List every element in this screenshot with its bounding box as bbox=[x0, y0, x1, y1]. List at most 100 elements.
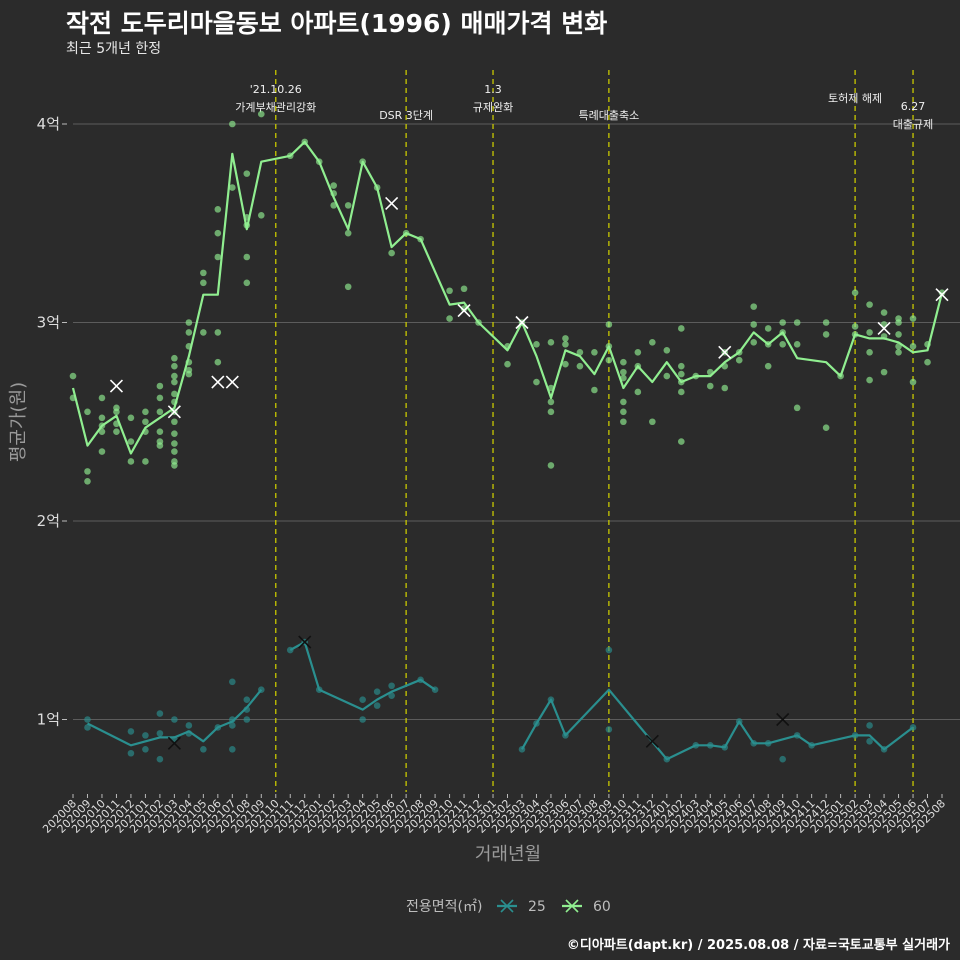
data-point-25 bbox=[866, 738, 873, 745]
data-point-60 bbox=[200, 269, 207, 277]
data-point-60 bbox=[822, 424, 830, 432]
data-point-60 bbox=[84, 408, 91, 416]
data-point-60 bbox=[750, 339, 758, 346]
data-point-60 bbox=[547, 398, 555, 406]
data-point-60 bbox=[909, 378, 917, 386]
event-label: 6.27 bbox=[901, 100, 926, 113]
cross-marker-60 bbox=[385, 196, 399, 210]
data-point-25 bbox=[388, 692, 395, 699]
y-tick-label: 1억 bbox=[37, 711, 60, 729]
data-point-60 bbox=[678, 362, 685, 370]
data-point-25 bbox=[229, 678, 236, 686]
data-point-60 bbox=[98, 428, 106, 435]
data-point-60 bbox=[214, 253, 222, 261]
data-point-60 bbox=[214, 206, 222, 213]
source-caption: ©디아파트(dapt.kr) / 2025.08.08 / 자료=국토교통부 실… bbox=[566, 938, 950, 953]
data-point-60 bbox=[185, 370, 193, 378]
data-point-60 bbox=[793, 319, 801, 326]
data-point-60 bbox=[171, 440, 178, 447]
data-point-60 bbox=[214, 229, 222, 237]
data-point-60 bbox=[200, 279, 207, 287]
cross-stroke bbox=[515, 315, 529, 330]
data-point-60 bbox=[533, 378, 540, 386]
series-line-25 bbox=[521, 688, 914, 761]
data-point-60 bbox=[851, 323, 859, 330]
data-point-60 bbox=[127, 414, 135, 422]
cross-stroke bbox=[225, 375, 239, 389]
data-point-25 bbox=[127, 728, 135, 735]
data-point-60 bbox=[851, 289, 859, 297]
cross-stroke bbox=[211, 375, 225, 389]
data-point-25 bbox=[229, 722, 236, 729]
data-point-60 bbox=[576, 362, 584, 370]
data-point-60 bbox=[156, 382, 164, 390]
data-point-60 bbox=[243, 253, 251, 261]
data-point-25 bbox=[142, 745, 149, 753]
event-label: DSR 3단계 bbox=[379, 109, 433, 122]
data-point-60 bbox=[895, 319, 902, 326]
data-point-60 bbox=[764, 325, 772, 332]
data-point-60 bbox=[185, 329, 193, 336]
data-point-60 bbox=[344, 229, 352, 237]
legend-label-25: 25 bbox=[528, 899, 546, 915]
legend-cross bbox=[500, 899, 514, 913]
data-point-60 bbox=[142, 408, 149, 416]
data-point-60 bbox=[750, 321, 758, 328]
data-point-60 bbox=[678, 370, 685, 378]
data-point-60 bbox=[620, 418, 627, 426]
data-point-60 bbox=[69, 372, 77, 380]
data-point-60 bbox=[229, 184, 236, 191]
data-point-60 bbox=[330, 202, 338, 209]
data-point-60 bbox=[721, 384, 729, 392]
data-point-25 bbox=[156, 710, 164, 717]
data-point-60 bbox=[185, 319, 193, 326]
event-label: '21.10.26 bbox=[250, 83, 302, 96]
data-point-60 bbox=[649, 418, 656, 426]
data-point-60 bbox=[822, 319, 830, 326]
data-point-60 bbox=[156, 428, 164, 435]
data-point-60 bbox=[866, 329, 873, 336]
data-point-60 bbox=[605, 356, 613, 364]
data-point-25 bbox=[171, 716, 178, 723]
data-point-60 bbox=[562, 335, 569, 342]
y-tick-label: 3억 bbox=[37, 314, 60, 332]
data-point-25 bbox=[142, 732, 149, 739]
cross-marker-25 bbox=[298, 635, 312, 649]
legend: 전용면적(㎡) 25 60 bbox=[406, 899, 611, 915]
cross-marker-60 bbox=[211, 375, 225, 389]
data-point-60 bbox=[98, 448, 106, 455]
data-point-60 bbox=[735, 356, 743, 364]
data-point-60 bbox=[620, 408, 627, 416]
data-point-60 bbox=[895, 331, 902, 338]
x-axis-title: 거래년월 bbox=[475, 844, 541, 865]
data-point-60 bbox=[156, 394, 164, 402]
data-point-25 bbox=[388, 682, 395, 690]
data-point-60 bbox=[127, 438, 135, 445]
cross-marker-25 bbox=[776, 712, 790, 727]
legend-title: 전용면적(㎡) bbox=[406, 899, 482, 915]
event-label: 특례대출축소 bbox=[579, 109, 640, 122]
cross-marker-60 bbox=[718, 345, 732, 359]
data-point-60 bbox=[924, 358, 931, 366]
data-point-60 bbox=[446, 287, 453, 295]
data-point-60 bbox=[634, 388, 642, 396]
data-point-25 bbox=[243, 716, 251, 723]
data-point-60 bbox=[344, 283, 352, 291]
series-line-60 bbox=[71, 140, 944, 455]
data-point-60 bbox=[779, 319, 786, 326]
event-label: 규제완화 bbox=[473, 101, 513, 114]
cross-stroke bbox=[877, 321, 891, 336]
cross-marker-60 bbox=[109, 379, 124, 393]
data-point-60 bbox=[171, 448, 178, 455]
data-point-60 bbox=[200, 329, 207, 336]
event-label: 1.3 bbox=[484, 83, 502, 96]
data-point-60 bbox=[678, 388, 685, 396]
cross-stroke bbox=[167, 405, 181, 419]
data-point-60 bbox=[84, 478, 91, 485]
data-point-60 bbox=[142, 458, 149, 465]
event-label: 대출규제 bbox=[893, 118, 933, 131]
cross-marker-60 bbox=[225, 375, 239, 389]
data-point-60 bbox=[663, 346, 671, 354]
data-point-60 bbox=[880, 309, 888, 316]
